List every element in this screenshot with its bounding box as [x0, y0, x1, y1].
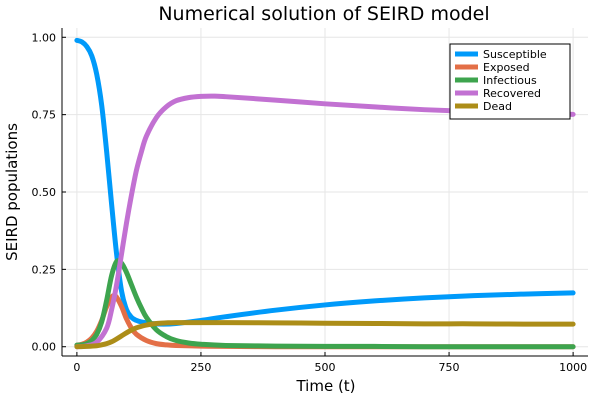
- x-tick-label: 250: [190, 361, 211, 374]
- y-tick-label: 0.25: [32, 263, 57, 276]
- series-line-dead: [74, 320, 576, 350]
- x-ticks: 0 250 500 750 1000: [73, 352, 587, 374]
- x-tick-label: 500: [315, 361, 336, 374]
- series-line-infectious: [74, 258, 576, 350]
- y-tick-label: 1.00: [32, 31, 57, 44]
- legend-label-infectious: Infectious: [483, 74, 537, 87]
- y-tick-label: 0.75: [32, 109, 57, 122]
- legend-label-recovered: Recovered: [483, 87, 541, 100]
- x-tick-label: 750: [439, 361, 460, 374]
- y-tick-label: 0.00: [32, 341, 57, 354]
- y-ticks: 0.00 0.25 0.50 0.75 1.00: [32, 31, 66, 354]
- series-line-susceptible: [74, 37, 576, 327]
- legend-label-dead: Dead: [483, 100, 512, 113]
- x-tick-label: 1000: [559, 361, 587, 374]
- series-layer: [74, 37, 576, 350]
- y-axis-label: SEIRD populations: [3, 123, 21, 261]
- legend-label-susceptible: Susceptible: [483, 48, 547, 61]
- x-axis-label: Time (t): [295, 377, 355, 395]
- y-tick-label: 0.50: [32, 186, 57, 199]
- x-tick-label: 0: [73, 361, 80, 374]
- legend: SusceptibleExposedInfectiousRecoveredDea…: [449, 43, 571, 120]
- legend-label-exposed: Exposed: [483, 61, 530, 74]
- chart-title: Numerical solution of SEIRD model: [158, 3, 489, 25]
- series-line-recovered: [74, 93, 576, 350]
